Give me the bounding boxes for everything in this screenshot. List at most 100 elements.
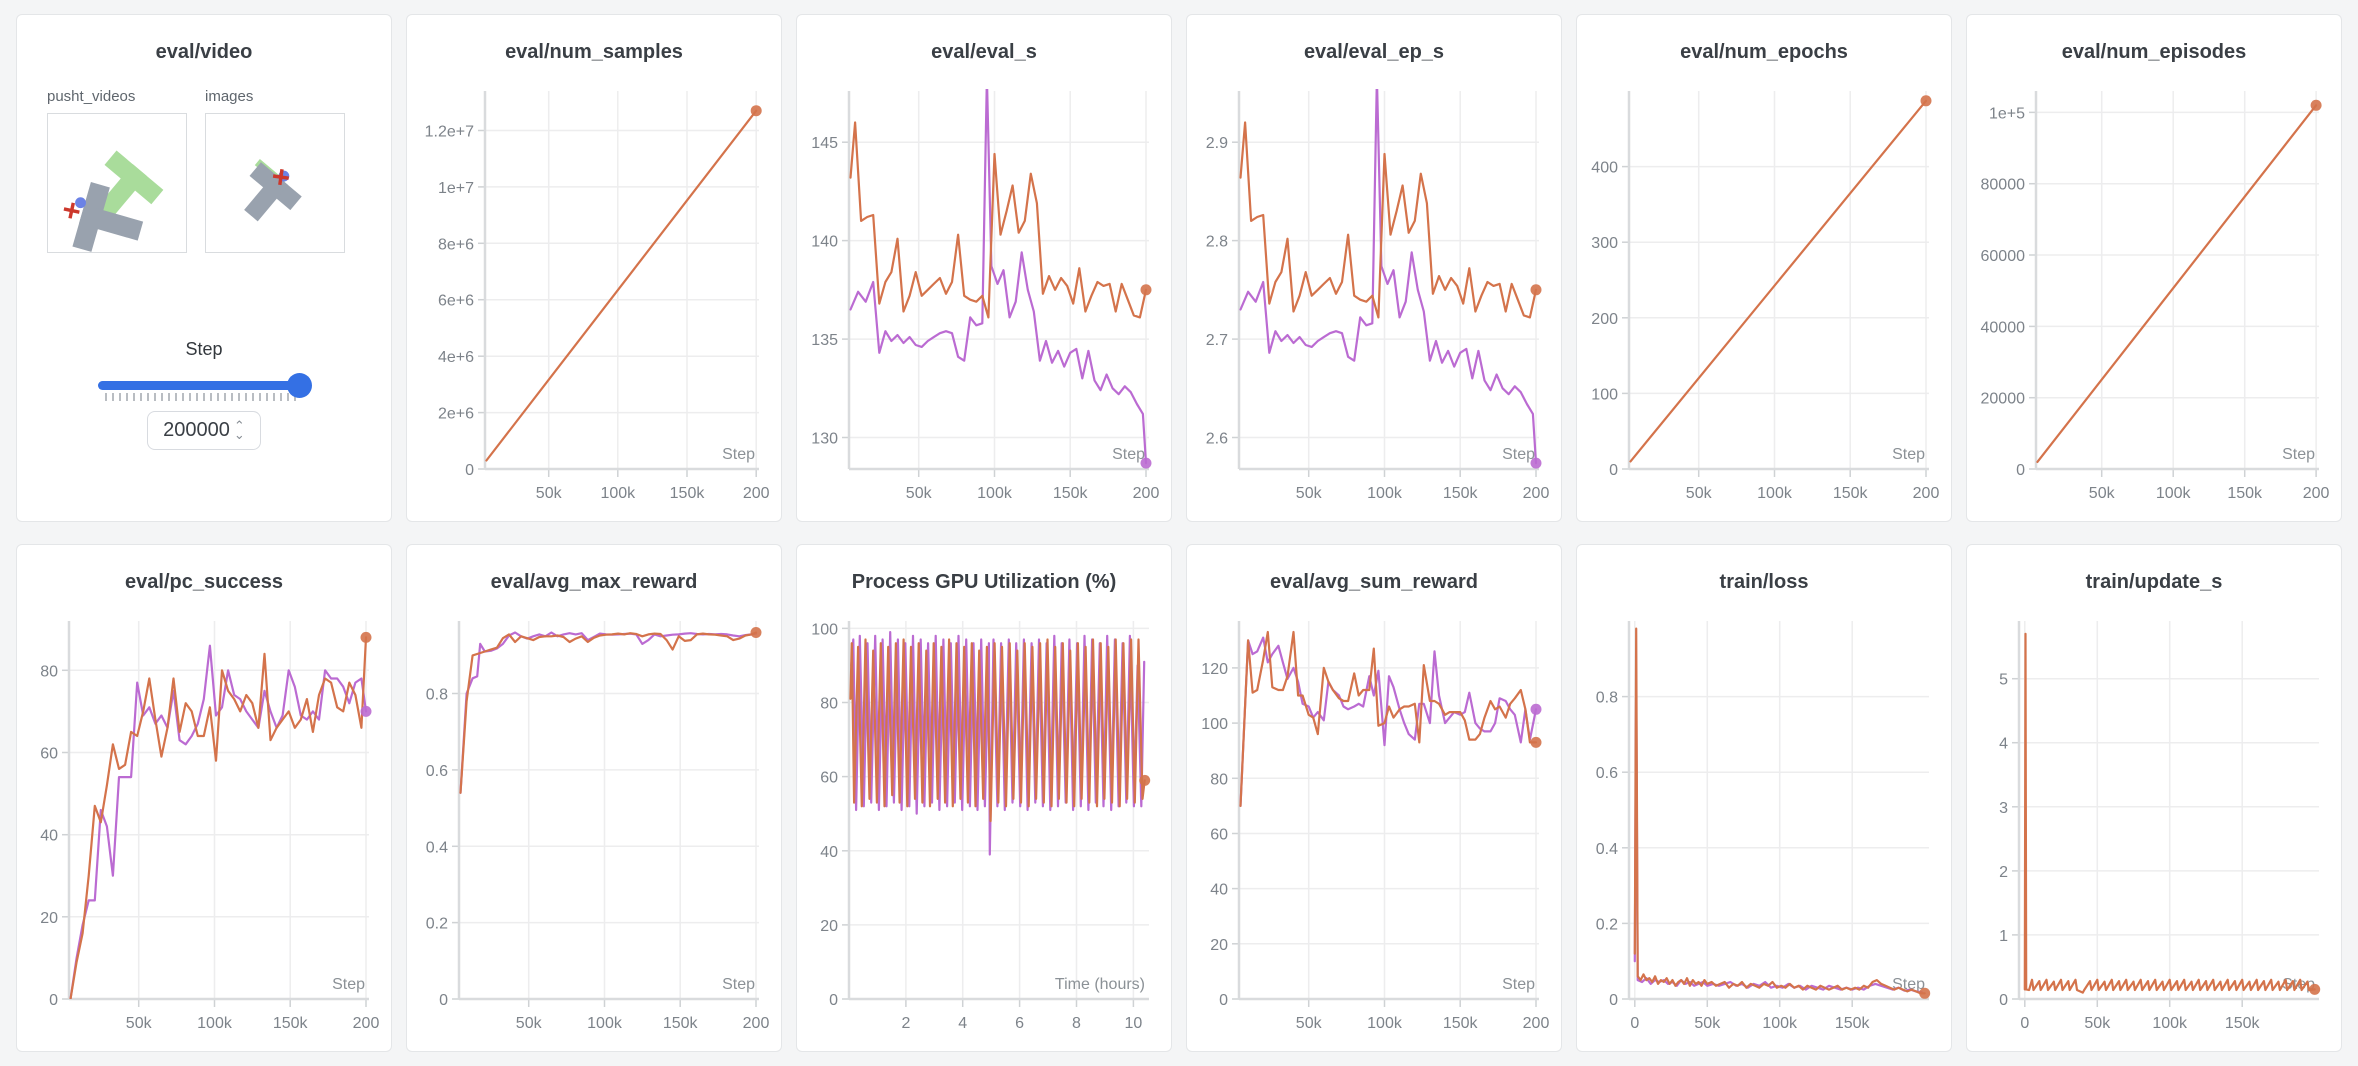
svg-text:20: 20 <box>1210 937 1228 954</box>
svg-text:100k: 100k <box>2156 485 2192 502</box>
slider-ruler-ticks <box>105 393 301 401</box>
step-number-input[interactable]: 200000 ⌃ ⌄ <box>147 411 261 450</box>
panel-eval-eval-s: eval/eval_s 130 135 140 145 50k 100k 150k 200 St… <box>796 14 1172 522</box>
svg-text:0: 0 <box>439 992 448 1009</box>
svg-text:100k: 100k <box>1762 1015 1798 1032</box>
svg-text:20000: 20000 <box>1981 391 2026 408</box>
svg-text:2.8: 2.8 <box>1206 234 1228 251</box>
svg-text:80: 80 <box>40 663 58 680</box>
svg-text:140: 140 <box>811 234 838 251</box>
panel-eval-avg-max-reward: eval/avg_max_reward 0 0.2 0.4 0.6 0.8 50k 100k… <box>406 544 782 1052</box>
svg-text:145: 145 <box>811 135 838 152</box>
chart-title: eval/num_epochs <box>1680 41 1848 63</box>
svg-text:4e+6: 4e+6 <box>438 349 474 366</box>
green-t-shape <box>94 150 164 222</box>
svg-text:2.7: 2.7 <box>1206 332 1228 349</box>
thumbnail-label: pusht_videos <box>47 88 136 105</box>
svg-text:100k: 100k <box>197 1015 233 1032</box>
step-value[interactable]: 200000 <box>163 419 230 441</box>
chart-canvas[interactable]: 0 0.2 0.4 0.6 0.8 0 50k 100k 150k Step <box>1583 613 1945 1045</box>
svg-text:0: 0 <box>1219 992 1228 1009</box>
chevron-down-icon[interactable]: ⌄ <box>233 426 245 442</box>
svg-text:100: 100 <box>811 621 838 638</box>
panel-eval-num-samples: eval/num_samples 0 2e+6 4e+6 6e+6 8e+6 1e+7 1.… <box>406 14 782 522</box>
svg-text:120: 120 <box>1201 661 1228 678</box>
chart-canvas[interactable]: 0 100 200 300 400 50k 100k 150k 200 Step <box>1583 83 1945 515</box>
svg-text:40: 40 <box>820 844 838 861</box>
svg-text:20: 20 <box>820 918 838 935</box>
panel-train-loss: train/loss 0 0.2 0.4 0.6 0.8 0 50k 100k 150k Step <box>1576 544 1952 1052</box>
svg-text:60000: 60000 <box>1981 248 2026 265</box>
svg-text:80: 80 <box>820 696 838 713</box>
chart-title: eval/avg_sum_reward <box>1270 571 1478 593</box>
svg-text:150k: 150k <box>2225 1015 2261 1032</box>
svg-text:0: 0 <box>2020 1015 2029 1032</box>
svg-text:200: 200 <box>1133 485 1160 502</box>
svg-text:100k: 100k <box>977 485 1013 502</box>
chart-canvas[interactable]: 0 0.2 0.4 0.6 0.8 50k 100k 150k 200 Step <box>413 613 775 1045</box>
svg-text:Step: Step <box>722 976 755 993</box>
svg-text:200: 200 <box>2303 485 2330 502</box>
svg-text:200: 200 <box>1913 485 1940 502</box>
chart-canvas[interactable]: 0 20 40 60 80 100 2 4 6 8 10 Time (hours) <box>803 613 1165 1045</box>
svg-text:2.6: 2.6 <box>1206 431 1228 448</box>
svg-text:150k: 150k <box>2227 485 2263 502</box>
svg-text:60: 60 <box>40 746 58 763</box>
chart-canvas[interactable]: 0 20 40 60 80 100 120 50k 100k 150k 200 Step <box>1193 613 1555 1045</box>
svg-text:3: 3 <box>1999 800 2008 817</box>
svg-text:100: 100 <box>1201 716 1228 733</box>
svg-text:40000: 40000 <box>1981 319 2026 336</box>
slider-thumb[interactable] <box>287 373 312 398</box>
images-thumbnail[interactable] <box>205 113 345 253</box>
svg-text:1: 1 <box>1999 928 2008 945</box>
svg-text:2: 2 <box>901 1015 910 1032</box>
svg-text:100: 100 <box>1591 386 1618 403</box>
svg-text:Step: Step <box>1502 446 1535 463</box>
target-cross-icon <box>63 202 80 219</box>
svg-text:Step: Step <box>1502 976 1535 993</box>
chevron-up-icon[interactable]: ⌃ <box>233 417 245 433</box>
slider-track[interactable] <box>98 381 310 390</box>
chart-canvas[interactable]: 130 135 140 145 50k 100k 150k 200 Step <box>803 83 1165 515</box>
svg-text:0: 0 <box>49 992 58 1009</box>
svg-text:50k: 50k <box>516 1015 543 1032</box>
chart-title: eval/num_samples <box>505 41 683 63</box>
pusht-video-thumbnail[interactable] <box>47 113 187 253</box>
svg-text:0.2: 0.2 <box>426 916 448 933</box>
svg-text:200: 200 <box>743 1015 770 1032</box>
svg-text:6: 6 <box>1015 1015 1024 1032</box>
svg-text:50k: 50k <box>536 485 563 502</box>
svg-text:5: 5 <box>1999 672 2008 689</box>
svg-text:50k: 50k <box>1296 1015 1323 1032</box>
svg-text:50k: 50k <box>2084 1015 2111 1032</box>
chart-canvas[interactable]: 2.6 2.7 2.8 2.9 50k 100k 150k 200 Step <box>1193 83 1555 515</box>
chart-canvas[interactable]: 0 2e+6 4e+6 6e+6 8e+6 1e+7 1.2e+7 50k 100k 150k 20… <box>413 83 775 515</box>
svg-text:1e+7: 1e+7 <box>438 180 474 197</box>
svg-text:50k: 50k <box>1686 485 1713 502</box>
svg-text:135: 135 <box>811 332 838 349</box>
gray-t-shape <box>72 182 144 252</box>
svg-text:Step: Step <box>722 446 755 463</box>
thumbnail-label: images <box>205 88 254 105</box>
gray-t-shape <box>244 162 302 222</box>
svg-text:0: 0 <box>465 462 474 479</box>
stepper-icons[interactable]: ⌃ ⌄ <box>233 417 245 442</box>
svg-text:0.2: 0.2 <box>1596 916 1618 933</box>
media-panel-body: pusht_videos <box>17 88 391 450</box>
chart-canvas[interactable]: 0 1 2 3 4 5 0 50k 100k 150k Step <box>1973 613 2335 1045</box>
step-slider[interactable] <box>98 372 312 401</box>
svg-text:150k: 150k <box>273 1015 309 1032</box>
svg-text:0: 0 <box>1609 992 1618 1009</box>
svg-text:Step: Step <box>1112 446 1145 463</box>
svg-text:0: 0 <box>829 992 838 1009</box>
panel-eval-avg-sum-reward: eval/avg_sum_reward 0 20 40 60 80 100 120 50k 10… <box>1186 544 1562 1052</box>
svg-text:1e+5: 1e+5 <box>1989 105 2025 122</box>
svg-text:2.9: 2.9 <box>1206 135 1228 152</box>
pusht-video-frame <box>63 150 164 252</box>
chart-canvas[interactable]: 0 20000 40000 60000 80000 1e+5 50k 100k 150k 200 S… <box>1973 83 2335 515</box>
svg-text:150k: 150k <box>1443 485 1479 502</box>
svg-text:0.8: 0.8 <box>426 687 448 704</box>
chart-canvas[interactable]: 0 20 40 60 80 50k 100k 150k 200 Step <box>23 613 385 1045</box>
svg-text:2e+6: 2e+6 <box>438 406 474 423</box>
